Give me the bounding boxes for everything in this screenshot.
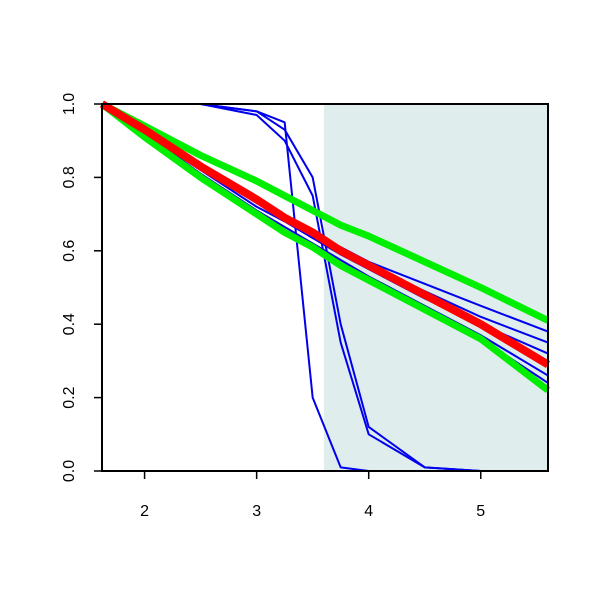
series-line (99, 100, 551, 368)
y-tick-label: 0.2 (61, 386, 78, 408)
x-tick-label: 3 (252, 503, 261, 520)
y-tick-label: 0.8 (61, 166, 78, 188)
x-tick-label: 4 (364, 503, 373, 520)
y-tick-label: 0.0 (61, 460, 78, 482)
x-tick-label: 5 (476, 503, 485, 520)
plot-frame (101, 103, 549, 472)
x-tick-label: 2 (140, 503, 149, 520)
y-tick-label: 0.6 (61, 240, 78, 262)
series-line (100, 100, 550, 324)
y-tick-label: 1.0 (61, 93, 78, 115)
series-line (99, 101, 551, 394)
y-tick-label: 0.4 (61, 313, 78, 335)
